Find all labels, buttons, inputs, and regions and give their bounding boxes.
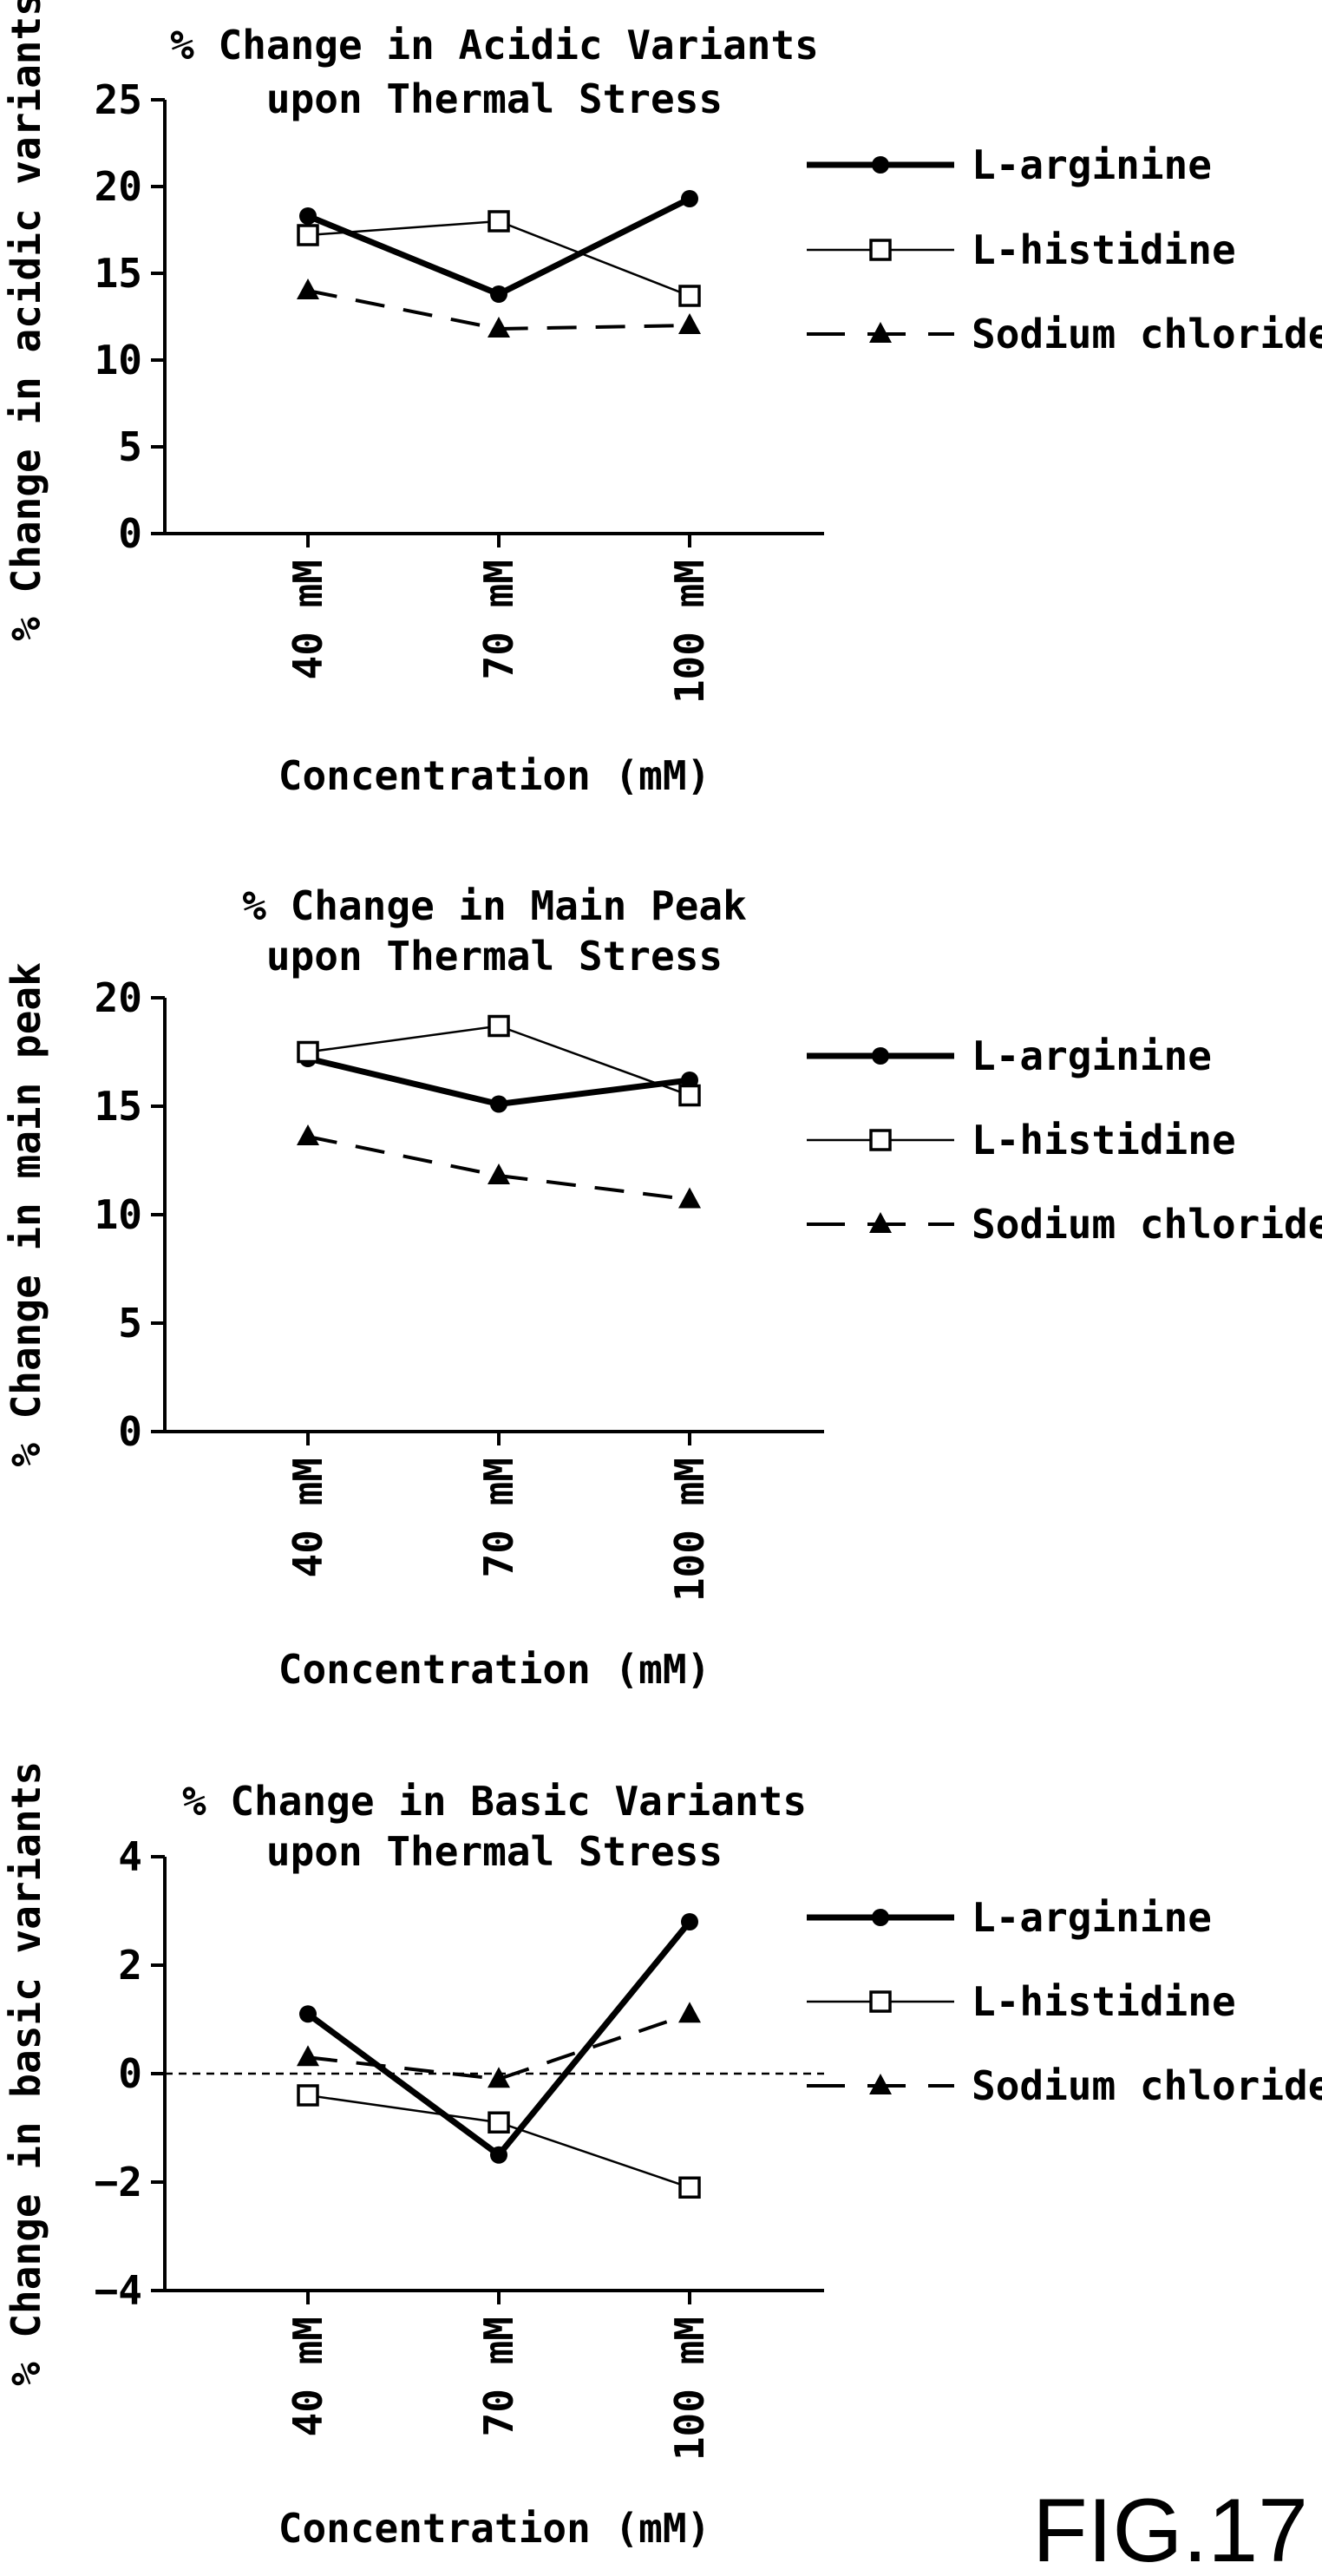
data-point [490, 1095, 507, 1113]
data-point [490, 285, 507, 303]
y-tick-label: 0 [118, 510, 142, 557]
legend-marker [872, 1909, 889, 1926]
x-axis-label: Concentration (mM) [278, 2505, 711, 2552]
legend-label: Sodium chloride [972, 1201, 1322, 1248]
x-tick-label: 70 mM [475, 560, 522, 679]
data-point [488, 2111, 510, 2134]
x-axis-label: Concentration (mM) [278, 1646, 711, 1693]
legend-label: L-histidine [972, 1978, 1236, 2025]
y-tick-label: 25 [95, 76, 142, 123]
legend-marker [869, 1212, 892, 1233]
data-point [297, 2045, 319, 2067]
data-point [299, 2005, 317, 2023]
y-tick-label: 2 [118, 1942, 142, 1989]
y-tick-label: 0 [118, 2050, 142, 2097]
series-line-sodium-chloride [307, 2012, 690, 2081]
x-tick-label: 100 mM [666, 2317, 713, 2461]
data-point [297, 224, 319, 246]
data-point [488, 317, 510, 338]
y-tick-label: 15 [95, 250, 142, 297]
data-point [297, 1124, 319, 1145]
legend-label: L-arginine [972, 141, 1212, 188]
data-point [681, 190, 698, 207]
legend-label: L-histidine [972, 1117, 1236, 1163]
data-point [678, 2002, 701, 2023]
chart-title-line: % Change in Acidic Variants [170, 22, 819, 69]
legend-label: Sodium chloride [972, 2062, 1322, 2109]
legend-marker [869, 2074, 892, 2094]
y-tick-label: 10 [95, 1191, 142, 1238]
series-line-l-histidine [307, 2094, 690, 2189]
data-point [488, 1014, 510, 1038]
figure-label: FIG.17 [1032, 2481, 1308, 2576]
chart-title-line: upon Thermal Stress [266, 75, 723, 122]
y-tick-label: 0 [118, 1408, 142, 1455]
data-point [681, 1913, 698, 1930]
legend-marker [869, 322, 892, 343]
y-axis-label: % Change in basic variants [3, 1761, 49, 2386]
chart-title-line: upon Thermal Stress [266, 933, 723, 980]
y-tick-label: −4 [95, 2267, 142, 2314]
y-tick-label: 15 [95, 1083, 142, 1130]
y-tick-label: −2 [95, 2159, 142, 2206]
x-tick-label: 70 mM [475, 1458, 522, 1577]
data-point [297, 279, 319, 299]
data-point [299, 207, 317, 225]
legend-marker [869, 239, 892, 261]
y-tick-label: 20 [95, 974, 142, 1021]
legend-marker [869, 1129, 892, 1151]
legend-label: L-arginine [972, 1032, 1212, 1079]
data-point [678, 285, 701, 307]
x-tick-label: 40 mM [285, 2317, 331, 2436]
data-point [490, 2146, 507, 2164]
x-tick-label: 40 mM [285, 1458, 331, 1577]
data-point [488, 210, 510, 233]
data-point [488, 1163, 510, 1184]
data-point [678, 313, 701, 334]
x-axis-label: Concentration (mM) [278, 752, 711, 799]
series-line-l-histidine [307, 220, 690, 298]
y-tick-label: 10 [95, 337, 142, 383]
chart-acidic-variants: % Change in Acidic Variants upon Thermal … [3, 0, 1322, 799]
data-point [297, 2084, 319, 2107]
x-tick-label: 40 mM [285, 560, 331, 679]
legend-label: L-arginine [972, 1894, 1212, 1941]
data-point [678, 1187, 701, 1209]
legend-label: Sodium chloride [972, 311, 1322, 357]
y-tick-label: 5 [118, 423, 142, 470]
chart-title-line: upon Thermal Stress [266, 1828, 723, 1875]
legend-marker [869, 1990, 892, 2013]
y-tick-label: 5 [118, 1300, 142, 1347]
data-point [678, 1084, 701, 1107]
y-tick-label: 20 [95, 163, 142, 210]
data-point [297, 1040, 319, 1064]
x-tick-label: 100 mM [666, 1458, 713, 1602]
y-tick-label: 4 [118, 1833, 142, 1880]
y-axis-label: % Change in acidic variants [3, 0, 49, 641]
legend-marker [872, 156, 889, 174]
x-tick-label: 100 mM [666, 560, 713, 704]
chart-title-line: % Change in Basic Variants [182, 1778, 807, 1825]
legend-marker [872, 1047, 889, 1065]
y-axis-label: % Change in main peak [3, 962, 49, 1467]
data-point [678, 2176, 701, 2199]
data-point [488, 2067, 510, 2088]
chart-title-line: % Change in Main Peak [242, 882, 747, 929]
legend-label: L-histidine [972, 226, 1236, 273]
x-tick-label: 70 mM [475, 2317, 522, 2436]
